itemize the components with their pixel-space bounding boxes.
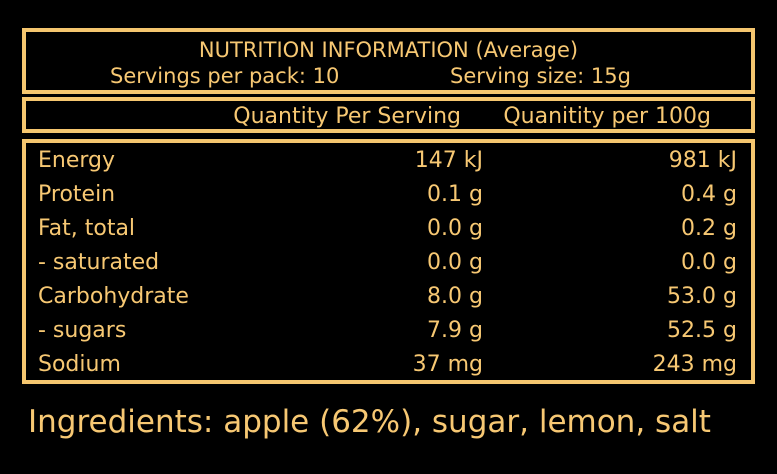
nutrient-row-sugars: - sugars 7.9 g 52.5 g — [26, 314, 751, 348]
column-header-panel: Quantity Per Serving Quanitity per 100g — [22, 97, 755, 133]
nutrient-per-serving: 7.9 g — [427, 318, 483, 343]
nutrient-per-100g: 52.5 g — [667, 318, 737, 343]
nutrient-name: Carbohydrate — [38, 284, 189, 309]
nutrient-row-carbohydrate: Carbohydrate 8.0 g 53.0 g — [26, 280, 751, 314]
nutrition-rows-panel: Energy 147 kJ 981 kJ Protein 0.1 g 0.4 g… — [22, 139, 755, 384]
nutrient-per-100g: 53.0 g — [667, 284, 737, 309]
nutrient-per-100g: 0.0 g — [681, 250, 737, 275]
nutrient-per-serving: 0.0 g — [427, 216, 483, 241]
serving-size: Serving size: 15g — [450, 64, 631, 88]
nutrient-row-fat-total: Fat, total 0.0 g 0.2 g — [26, 212, 751, 246]
nutrient-per-100g: 0.4 g — [681, 182, 737, 207]
nutrient-name: - saturated — [38, 250, 160, 275]
nutrient-per-serving: 147 kJ — [414, 148, 483, 173]
nutrition-title: NUTRITION INFORMATION (Average) — [198, 38, 579, 62]
nutrient-name: Energy — [38, 148, 116, 173]
nutrient-row-saturated: - saturated 0.0 g 0.0 g — [26, 246, 751, 280]
nutrient-per-serving: 0.0 g — [427, 250, 483, 275]
nutrient-per-serving: 37 mg — [412, 352, 483, 377]
column-header-per-100g: Quanitity per 100g — [503, 104, 711, 129]
nutrient-row-energy: Energy 147 kJ 981 kJ — [26, 144, 751, 178]
nutrient-per-100g: 0.2 g — [681, 216, 737, 241]
ingredients-text: Ingredients: apple (62%), sugar, lemon, … — [28, 404, 711, 440]
nutrient-per-serving: 0.1 g — [427, 182, 483, 207]
nutrient-per-100g: 243 mg — [652, 352, 737, 377]
nutrient-per-100g: 981 kJ — [668, 148, 737, 173]
nutrient-name: Fat, total — [38, 216, 136, 241]
nutrition-header-panel: NUTRITION INFORMATION (Average) Servings… — [22, 28, 755, 94]
nutrient-row-protein: Protein 0.1 g 0.4 g — [26, 178, 751, 212]
nutrient-per-serving: 8.0 g — [427, 284, 483, 309]
servings-per-pack: Servings per pack: 10 — [110, 64, 340, 88]
nutrient-row-sodium: Sodium 37 mg 243 mg — [26, 348, 751, 382]
nutrient-name: Protein — [38, 182, 116, 207]
column-header-per-serving: Quantity Per Serving — [233, 104, 461, 129]
nutrient-name: - sugars — [38, 318, 127, 343]
nutrient-name: Sodium — [38, 352, 121, 377]
